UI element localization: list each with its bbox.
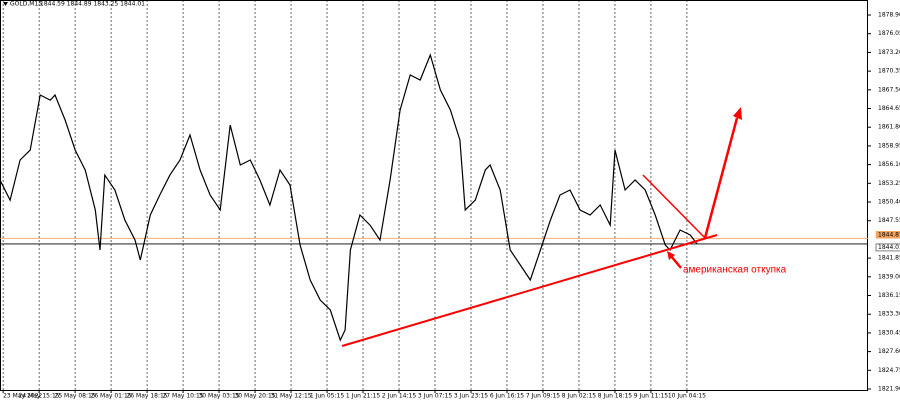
y-tick-label: 1839.00 bbox=[878, 273, 900, 280]
x-tick-label: 23 May 2022 bbox=[3, 393, 42, 400]
price-tag bbox=[875, 243, 900, 252]
price-tag bbox=[875, 231, 900, 239]
x-tick-label: 25 May 08:15 bbox=[55, 393, 96, 400]
chart-title: GOLD,M15 bbox=[10, 1, 42, 8]
y-tick-label: 1836.15 bbox=[878, 292, 900, 299]
x-tick-label: 3 Jun 23:15 bbox=[454, 393, 488, 400]
x-tick-label: 30 May 03:15 bbox=[198, 393, 239, 400]
trend-line bbox=[341, 234, 718, 347]
y-tick-label: 1853.25 bbox=[878, 180, 900, 187]
x-tick-label: 24 May 15:15 bbox=[19, 393, 60, 400]
forecast-arrow bbox=[703, 117, 739, 239]
y-tick-label: 1876.05 bbox=[878, 30, 900, 37]
price-tag-label: 1844.87 bbox=[878, 231, 900, 238]
y-tick-label: 1841.85 bbox=[878, 255, 900, 262]
annotation: американская откупка bbox=[683, 265, 787, 276]
wedge-line bbox=[642, 174, 706, 239]
plot-frame bbox=[0, 0, 868, 391]
chart-subtitle: 1844.59 1844.89 1843.25 1844.01 bbox=[40, 1, 145, 8]
y-tick-label: 1864.65 bbox=[878, 105, 900, 112]
price-line-series bbox=[0, 53, 698, 342]
x-tick-label: 1 Jun 21:15 bbox=[346, 393, 380, 400]
y-tick-label: 1878.90 bbox=[878, 12, 900, 19]
symbol-icon bbox=[3, 2, 8, 6]
y-tick-label: 1870.35 bbox=[878, 68, 900, 75]
x-tick-label: 1 Jun 05:15 bbox=[310, 393, 344, 400]
forecast-arrowhead bbox=[733, 107, 742, 120]
note-arrowhead bbox=[667, 251, 675, 260]
x-tick-label: 6 Jun 16:15 bbox=[490, 393, 524, 400]
x-tick-label: 8 Jun 18:15 bbox=[598, 393, 632, 400]
y-tick-label: 1867.50 bbox=[878, 86, 900, 93]
note-arrow bbox=[670, 255, 682, 269]
x-tick-label: 26 May 01:15 bbox=[91, 393, 132, 400]
x-tick-label: 10 Jun 04:15 bbox=[668, 393, 706, 400]
x-tick-label: 2 Jun 14:15 bbox=[382, 393, 416, 400]
price-tag-label: 1844.01 bbox=[878, 244, 900, 251]
y-tick-label: 1824.75 bbox=[878, 367, 900, 374]
y-tick-label: 1833.30 bbox=[878, 311, 900, 318]
y-tick-label: 1858.95 bbox=[878, 142, 900, 149]
y-tick-label: 1830.45 bbox=[878, 329, 900, 336]
x-tick-label: 8 Jun 02:15 bbox=[562, 393, 596, 400]
y-tick-label: 1850.40 bbox=[878, 199, 900, 206]
x-tick-label: 3 Jun 07:15 bbox=[418, 393, 452, 400]
marks bbox=[0, 0, 868, 390]
y-tick-label: 1856.10 bbox=[878, 161, 900, 168]
x-tick-label: 27 May 10:15 bbox=[162, 393, 203, 400]
y-tick-label: 1873.20 bbox=[878, 49, 900, 56]
x-tick-label: 9 Jun 11:15 bbox=[634, 393, 668, 400]
x-tick-label: 26 May 18:15 bbox=[126, 393, 167, 400]
x-tick-label: 30 May 20:15 bbox=[234, 393, 275, 400]
y-tick-label: 1827.60 bbox=[878, 348, 900, 355]
x-tick-label: 7 Jun 09:15 bbox=[526, 393, 560, 400]
x-tick-label: 31 May 12:15 bbox=[270, 393, 311, 400]
y-tick-label: 1847.55 bbox=[878, 217, 900, 224]
y-tick-label: 1821.90 bbox=[878, 386, 900, 393]
y-tick-label: 1861.80 bbox=[878, 124, 900, 131]
